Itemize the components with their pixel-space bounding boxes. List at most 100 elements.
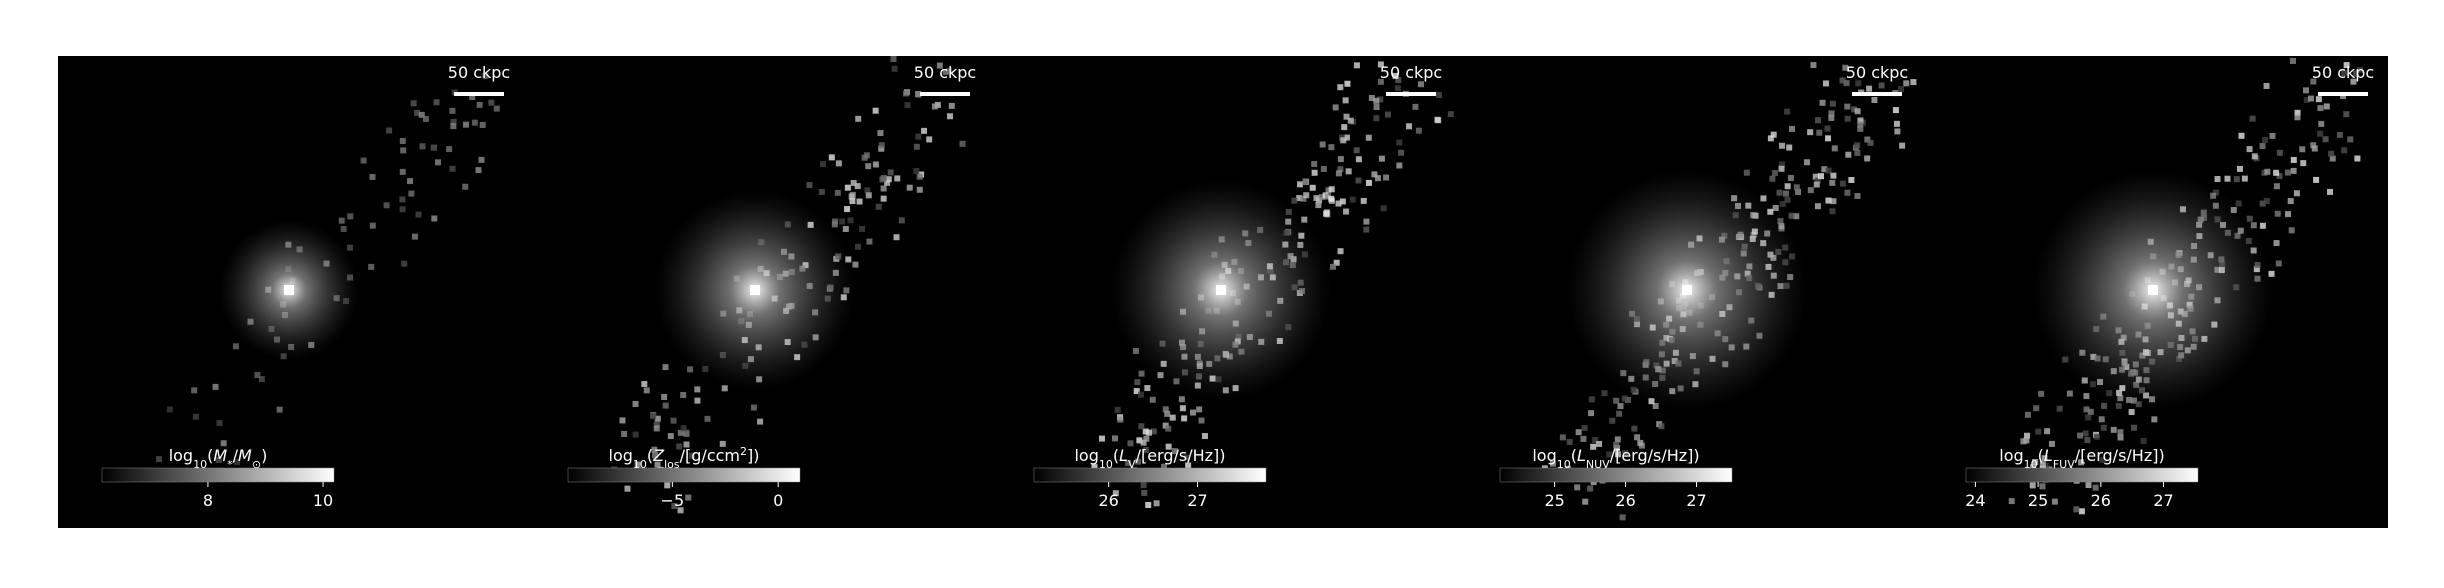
pixel [399,206,406,213]
pixel [2263,82,2270,89]
pixel [1807,187,1814,194]
pixel [643,387,650,394]
pixel [1332,104,1339,111]
pixel [1436,92,1443,99]
pixel [346,244,353,251]
pixel [2078,459,2085,466]
pixel [1549,460,1556,467]
pixel [2290,167,2297,174]
pixel [885,176,892,183]
pixel [1162,406,1169,413]
pixel [1342,97,1349,104]
pixel [2318,120,2325,127]
pixel [347,213,354,220]
pixel [887,169,894,176]
pixel [166,406,173,413]
pixel [2066,390,2073,397]
pixel [913,143,920,150]
pixel [2329,155,2336,162]
pixel [1807,129,1814,136]
pixel [2294,114,2301,121]
pixel [407,178,414,185]
pixel [1575,429,1582,436]
label-part: L [1577,446,1586,465]
pixel [1098,435,1105,442]
pixel [450,118,457,125]
pixel [2273,169,2280,176]
pixel [842,226,849,233]
pixel [2264,168,2271,175]
scalebar [2318,92,2368,96]
pixel [677,429,684,436]
pixel [2082,430,2089,437]
pixel [1337,248,1344,255]
pixel [1384,111,1391,118]
pixel [1185,462,1192,469]
pixel [916,173,923,180]
pixel [2035,428,2042,435]
pixel [1125,460,1132,467]
pixel [399,137,406,144]
pixel [1138,370,1145,377]
pixel [1143,447,1150,454]
pixel [632,400,639,407]
colorbar-tick-label: 25 [1544,491,1564,510]
label-part: ( [207,446,213,465]
pixel [621,430,628,437]
pixel [921,127,928,134]
pixel [877,130,884,137]
pixel [1196,406,1203,413]
pixel [819,161,826,168]
pixel [875,203,882,210]
pixel [1145,502,1152,509]
pixel [1614,436,1621,443]
pixel [1767,135,1774,142]
pixel [641,380,648,387]
pixel [959,140,966,147]
label-part: 10 [633,458,647,471]
pixel [906,184,913,191]
pixel [1141,489,1148,496]
label-part: /[g/ccm [680,446,740,465]
pixel [2249,115,2256,122]
pixel [1355,177,1362,184]
pixel [861,154,868,161]
pixel [2327,188,2334,195]
label-part: ( [1571,446,1577,465]
pixel [653,425,660,432]
pixel [2276,149,2283,156]
pixel [2323,103,2330,110]
pixel [948,102,955,109]
pixel [2341,147,2348,154]
pixel [903,90,910,97]
label-part: NUV [1586,458,1610,471]
pixel [694,397,701,404]
pixel [2093,433,2100,440]
label-part: ( [647,446,653,465]
pixel [1127,440,1134,447]
pixel [849,198,856,205]
pixel [1866,85,1873,92]
colorbar [1965,467,2199,483]
pixel [399,196,406,203]
pixel [471,119,478,126]
pixel [1828,114,1835,121]
pixel [1341,124,1348,131]
pixel [1793,213,1800,220]
pixel [661,393,668,400]
pixel [931,103,938,110]
label-part: log [1999,446,2023,465]
pixel [1325,187,1332,194]
pixel [1134,458,1141,465]
pixel [1153,500,1160,507]
pixel [1845,151,1852,158]
pixel [721,385,728,392]
pixel [2140,438,2147,445]
pixel [2317,130,2324,137]
pixel [1363,218,1370,225]
pixel [1349,196,1356,203]
pixel [360,157,367,164]
pixel [1776,189,1783,196]
pixel [1343,134,1350,141]
